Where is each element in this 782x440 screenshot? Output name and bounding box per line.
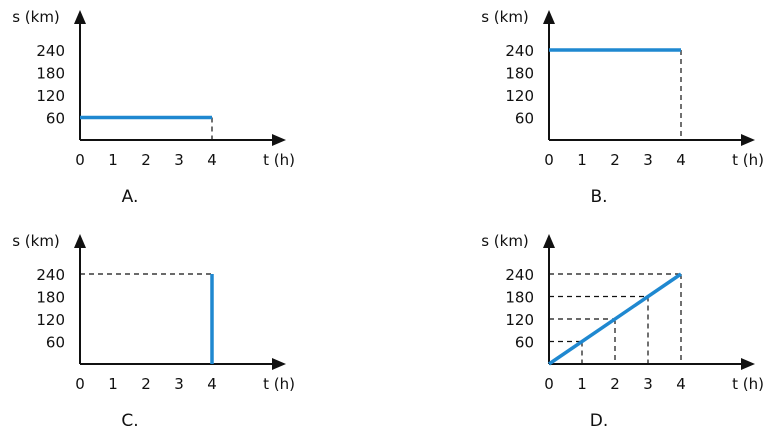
x-axis-arrow-a — [272, 134, 286, 146]
x-tick-label-a-2: 2 — [141, 151, 151, 169]
x-tick-label-d-0: 0 — [544, 375, 554, 393]
x-tick-label-a-1: 1 — [108, 151, 118, 169]
x-tick-label-a-0: 0 — [75, 151, 85, 169]
x-tick-label-d-2: 2 — [610, 375, 620, 393]
x-axis-arrow-b — [741, 134, 755, 146]
y-axis-arrow-d — [543, 234, 555, 248]
y-axis-arrow-a — [74, 10, 86, 24]
y-tick-label-c-3: 240 — [36, 266, 65, 284]
x-axis-title-d: t (h) — [732, 375, 764, 393]
y-tick-label-d-0: 60 — [515, 334, 534, 352]
y-tick-label-d-1: 120 — [505, 311, 534, 329]
y-tick-label-c-0: 60 — [46, 334, 65, 352]
graph-panel-d: 0 1 2 3 4 60 120 180 240 s (km) t (h) D. — [481, 232, 764, 431]
y-tick-label-b-1: 120 — [505, 87, 534, 105]
y-tick-label-d-3: 240 — [505, 266, 534, 284]
x-axis-title-c: t (h) — [263, 375, 295, 393]
y-axis-title-c: s (km) — [12, 232, 60, 250]
y-tick-label-a-2: 180 — [36, 65, 65, 83]
y-tick-label-a-3: 240 — [36, 42, 65, 60]
x-tick-label-b-4: 4 — [676, 151, 686, 169]
x-tick-label-d-4: 4 — [676, 375, 686, 393]
x-tick-label-c-3: 3 — [174, 375, 184, 393]
y-tick-label-c-2: 180 — [36, 289, 65, 307]
x-tick-label-c-0: 0 — [75, 375, 85, 393]
graph-panel-b: 0 1 2 3 4 60 120 180 240 s (km) t (h) B. — [481, 8, 764, 207]
y-axis-title-d: s (km) — [481, 232, 529, 250]
x-tick-label-a-3: 3 — [174, 151, 184, 169]
y-tick-label-b-2: 180 — [505, 65, 534, 83]
x-axis-title-a: t (h) — [263, 151, 295, 169]
panel-label-d: D. — [590, 411, 609, 431]
x-axis-title-b: t (h) — [732, 151, 764, 169]
x-tick-label-b-3: 3 — [643, 151, 653, 169]
y-tick-label-b-0: 60 — [515, 110, 534, 128]
graph-panel-c: 0 1 2 3 4 60 120 180 240 s (km) t (h) C. — [12, 232, 295, 431]
y-axis-title-b: s (km) — [481, 8, 529, 26]
x-tick-label-c-1: 1 — [108, 375, 118, 393]
panel-label-a: A. — [122, 187, 139, 207]
x-axis-arrow-d — [741, 358, 755, 370]
x-tick-label-d-1: 1 — [577, 375, 587, 393]
x-tick-label-d-3: 3 — [643, 375, 653, 393]
y-axis-arrow-c — [74, 234, 86, 248]
x-tick-label-c-2: 2 — [141, 375, 151, 393]
graph-panel-a: 0 1 2 3 4 60 120 180 240 s (km) t (h) A. — [12, 8, 295, 207]
y-axis-arrow-b — [543, 10, 555, 24]
data-line-d-0 — [548, 272, 682, 366]
y-tick-label-a-1: 120 — [36, 87, 65, 105]
y-tick-label-a-0: 60 — [46, 110, 65, 128]
x-tick-label-a-4: 4 — [207, 151, 217, 169]
y-tick-label-d-2: 180 — [505, 289, 534, 307]
x-tick-label-b-2: 2 — [610, 151, 620, 169]
panel-label-c: C. — [121, 411, 138, 431]
y-tick-label-c-1: 120 — [36, 311, 65, 329]
x-tick-label-b-0: 0 — [544, 151, 554, 169]
x-axis-arrow-c — [272, 358, 286, 370]
y-axis-title-a: s (km) — [12, 8, 60, 26]
panel-label-b: B. — [590, 187, 607, 207]
x-tick-label-c-4: 4 — [207, 375, 217, 393]
x-tick-label-b-1: 1 — [577, 151, 587, 169]
y-tick-label-b-3: 240 — [505, 42, 534, 60]
